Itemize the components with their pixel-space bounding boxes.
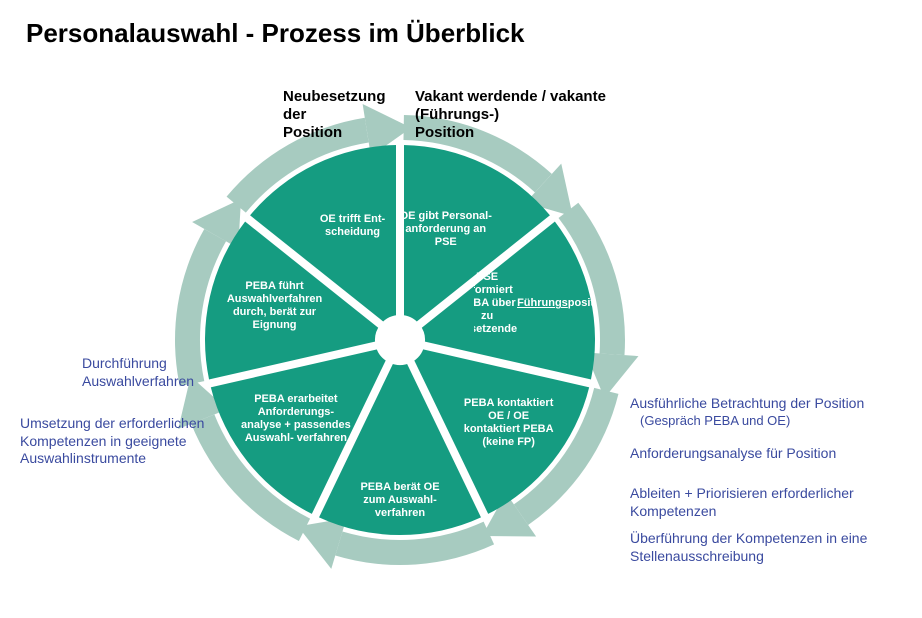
side-label-right-2: (Gespräch PEBA und OE) — [640, 413, 910, 429]
side-label-right-4: Ableiten + Priorisieren erforderlicher K… — [630, 485, 920, 520]
segment-label: PEBA führt Auswahlverfahren durch, berät… — [212, 266, 337, 346]
top-label-right: Vakant werdende / vakante(Führungs-)Posi… — [415, 88, 645, 142]
segment-label: PEBA berät OE zum Auswahl- verfahren — [358, 460, 443, 540]
segment-label: OE gibt Personal- anforderung an PSE — [398, 190, 493, 270]
side-label-right-3: Anforderungsanalyse für Position — [630, 445, 900, 463]
segment-label: PEBA erarbeitet Anforderungs- analyse + … — [241, 379, 351, 459]
side-label-right-1: Ausführliche Betrachtung der Position — [630, 395, 910, 413]
side-label-right-5: Überführung der Kompetenzen in eine Stel… — [630, 530, 900, 565]
side-label-left-2: Umsetzung der erforderlichen Kompetenzen… — [20, 415, 220, 468]
segment-label: PSE informiert PEBA über zu besetzende F… — [474, 264, 594, 344]
top-label-left: NeubesetzungderPosition — [283, 88, 403, 142]
segment-label: OE trifft Ent- scheidung — [303, 186, 403, 266]
side-label-left-1: Durchführung Auswahlverfahren — [82, 355, 222, 390]
segment-label: PEBA kontaktiert OE / OE kontaktiert PEB… — [459, 383, 559, 463]
